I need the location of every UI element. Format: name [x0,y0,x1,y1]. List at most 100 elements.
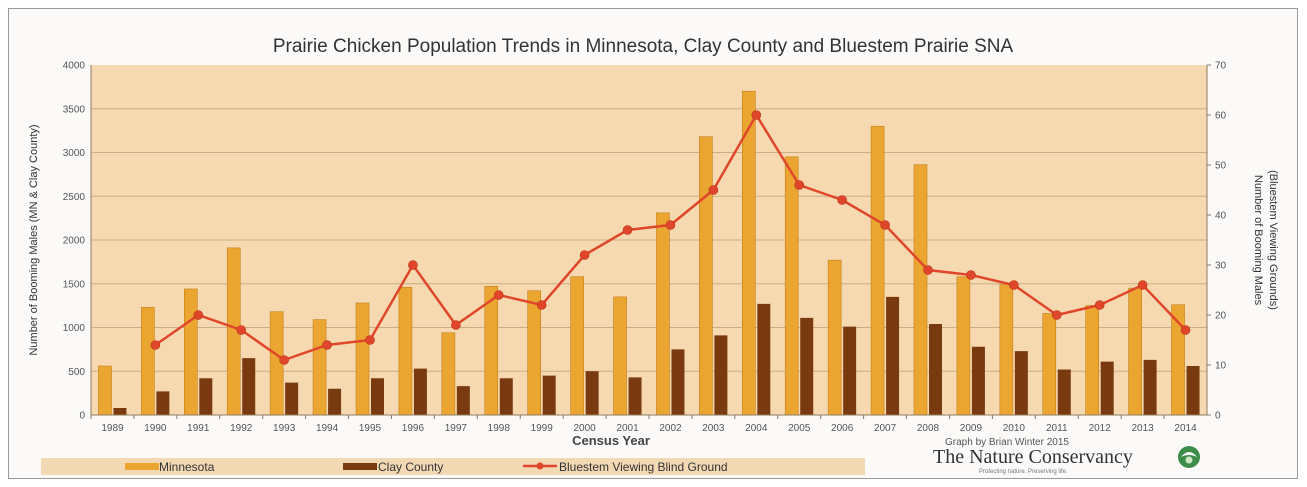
y-tick-label-left: 2500 [63,192,86,203]
point-bluestem [1009,280,1019,290]
bar-minnesota [1128,287,1142,416]
x-tick-label: 1994 [316,423,339,434]
bluestem-line [150,110,1191,365]
bar-clay-county [456,386,470,415]
bar-minnesota [1085,305,1099,416]
legend-marker-bluestem [536,462,544,470]
x-tick-label: 2014 [1174,423,1197,434]
bar-clay-county [285,382,299,415]
y-tick-label-right: 30 [1215,261,1227,272]
bar-clay-county [671,349,685,415]
bar-clay-county [585,371,599,415]
point-bluestem [579,250,590,260]
chart-title: Prairie Chicken Population Trends in Min… [273,36,1014,57]
y-tick-label-left: 1000 [63,323,86,334]
y-tick-label-left: 0 [79,411,85,422]
credit-tagline: Protecting nature. Preserving life. [979,469,1068,475]
y-tick-label-right: 20 [1215,311,1227,322]
bar-minnesota [699,136,713,416]
bar-clay-county [929,324,942,415]
y-tick-label-left: 3500 [63,104,86,115]
point-bluestem [536,300,547,310]
bar-clay-county [886,296,900,415]
legend-label-minnesota: Minnesota [159,460,215,474]
x-tick-label: 1993 [273,423,296,434]
x-tick-label: 2003 [702,423,725,434]
x-tick-label: 1990 [144,423,167,434]
bar-minnesota [570,276,584,416]
bar-minnesota [913,164,928,416]
chart-frame: Prairie Chicken Population Trends in Min… [8,8,1298,479]
point-bluestem [150,340,161,350]
y-tick-label-right: 70 [1215,61,1227,72]
y-tick-label-left: 500 [68,367,85,378]
bar-minnesota [141,307,155,416]
y-tick-label-right: 0 [1215,411,1221,422]
point-bluestem [279,355,289,365]
point-bluestem [837,195,847,205]
bar-clay-county [757,303,771,415]
bar-clay-county [199,378,213,415]
bar-clay-county [843,326,857,415]
point-bluestem [622,225,633,235]
bar-minnesota [956,276,971,416]
bar-clay-county [499,378,513,415]
bar-clay-county [328,388,342,415]
y-axis-label-right-line1: Number of Booming Males [1252,175,1264,306]
bar-clay-county [1014,351,1028,415]
bar-minnesota [870,125,885,416]
x-tick-label: 1991 [187,423,210,434]
y-tick-label-right: 10 [1215,361,1227,372]
x-axis-label: Census Year [572,433,650,448]
bar-minnesota [999,284,1014,416]
point-bluestem [493,290,504,300]
bar-clay-county [156,391,170,415]
x-tick-label: 2004 [745,423,768,434]
chart: Prairie Chicken Population Trends in Min… [9,9,1297,478]
x-tick-label: 2005 [788,423,811,434]
bar-clay-county [628,377,642,415]
bar-minnesota [827,259,842,416]
bar-clay-county [1057,369,1071,415]
bar-minnesota [484,286,499,416]
bar-minnesota [441,332,456,416]
point-bluestem [365,335,375,345]
point-bluestem [708,185,719,195]
point-bluestem [1051,310,1062,320]
x-tick-label: 1989 [101,423,124,434]
bar-minnesota [527,290,541,416]
point-bluestem [1180,325,1191,335]
bar-minnesota [742,90,756,416]
x-tick-label: 2006 [831,423,854,434]
x-tick-label: 2002 [659,423,682,434]
x-tick-label: 1998 [488,423,511,434]
bar-minnesota [784,156,799,416]
point-bluestem [880,220,890,230]
tick-labels: 0 500 1000 1500 2000 2500 3000 3500 4000 0 10 20 30 4… [63,61,1227,435]
y-tick-label-left: 1500 [63,279,86,290]
y-tick-label-left: 2000 [63,236,86,247]
point-bluestem [193,310,204,320]
point-bluestem [665,220,676,230]
y-tick-label-right: 60 [1215,111,1227,122]
bars [98,90,1200,416]
point-bluestem [1137,280,1148,290]
x-tick-label: 1999 [531,423,554,434]
point-bluestem [408,260,418,270]
bar-minnesota [312,319,327,416]
bar-clay-county [1186,366,1200,415]
bar-clay-county [413,368,427,415]
bar-minnesota [1042,313,1057,416]
point-bluestem [1094,300,1105,310]
x-tick-label: 2011 [1046,423,1068,434]
y-tick-label-right: 50 [1215,161,1227,172]
x-tick-label: 2012 [1089,423,1112,434]
x-tick-label: 2001 [616,423,639,434]
bar-clay-county [542,375,556,415]
x-tick-label: 2000 [573,423,596,434]
x-tick-label: 2013 [1131,423,1154,434]
point-bluestem [451,320,461,330]
y-tick-label-right: 40 [1215,211,1227,222]
x-tick-label: 2009 [960,423,983,434]
legend-swatch-clay-county [343,463,377,470]
